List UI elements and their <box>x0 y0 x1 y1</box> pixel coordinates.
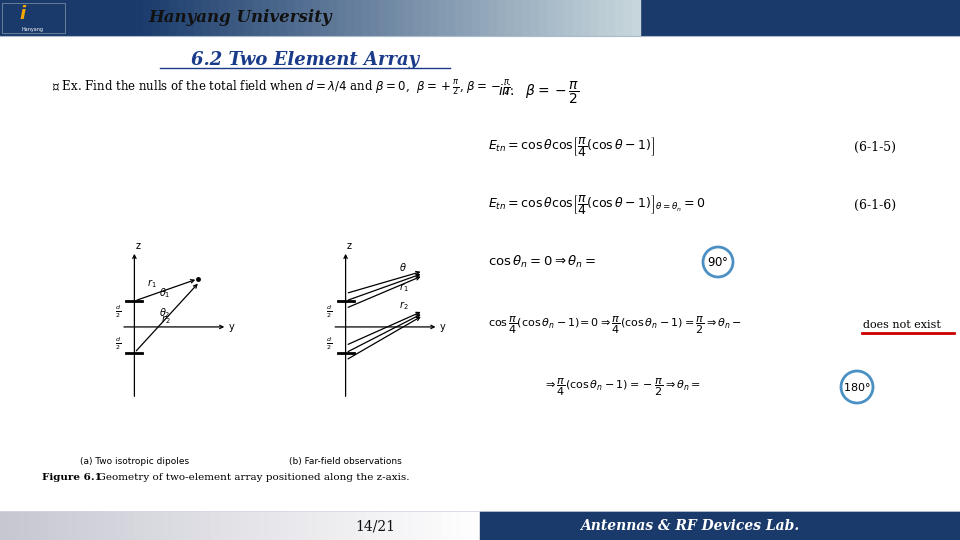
Text: Geometry of two-element array positioned along the z-axis.: Geometry of two-element array positioned… <box>91 474 410 483</box>
Text: $\cos\theta_n = 0 \Rightarrow \theta_n = $: $\cos\theta_n = 0 \Rightarrow \theta_n =… <box>488 254 596 270</box>
Text: $\theta$: $\theta$ <box>398 261 406 273</box>
Text: $\frac{d}{2}$: $\frac{d}{2}$ <box>115 303 121 320</box>
Text: (a) Two isotropic dipoles: (a) Two isotropic dipoles <box>80 457 189 466</box>
Text: Hanyang University: Hanyang University <box>148 10 331 26</box>
Text: Hanyang: Hanyang <box>22 28 44 32</box>
Text: (6-1-6): (6-1-6) <box>854 199 896 212</box>
Text: Figure 6.1: Figure 6.1 <box>42 474 102 483</box>
Text: 14/21: 14/21 <box>355 519 395 533</box>
Text: $\theta_2$: $\theta_2$ <box>159 306 171 320</box>
Text: (b) Far-field observations: (b) Far-field observations <box>289 457 402 466</box>
Text: $r_1$: $r_1$ <box>398 281 408 294</box>
FancyBboxPatch shape <box>2 3 65 33</box>
Text: $E_{tn} = \cos\theta\cos\!\left[\dfrac{\pi}{4}(\cos\theta - 1)\right]$: $E_{tn} = \cos\theta\cos\!\left[\dfrac{\… <box>488 135 655 159</box>
Text: $\Rightarrow \dfrac{\pi}{4}(\cos\theta_n - 1) = -\dfrac{\pi}{2}\Rightarrow \thet: $\Rightarrow \dfrac{\pi}{4}(\cos\theta_n… <box>543 376 701 398</box>
Text: $\theta_1$: $\theta_1$ <box>159 286 171 300</box>
Text: $iii.$  $\beta = -\dfrac{\pi}{2}$: $iii.$ $\beta = -\dfrac{\pi}{2}$ <box>498 80 579 106</box>
Text: $\frac{d}{2}$: $\frac{d}{2}$ <box>115 335 121 352</box>
Text: $180°$: $180°$ <box>843 381 871 393</box>
Text: $90°$: $90°$ <box>708 255 729 268</box>
Text: 6.2 Two Element Array: 6.2 Two Element Array <box>191 51 420 69</box>
Text: Antennas & RF Devices Lab.: Antennas & RF Devices Lab. <box>581 519 800 533</box>
Text: i: i <box>19 5 25 23</box>
Text: y: y <box>228 322 234 332</box>
Text: $r_2$: $r_2$ <box>161 313 171 326</box>
Text: z: z <box>347 241 351 251</box>
Text: $r_1$: $r_1$ <box>147 277 156 290</box>
Text: $\frac{d}{2}$: $\frac{d}{2}$ <box>326 303 332 320</box>
Text: $E_{tn} = \cos\theta\cos\!\left[\dfrac{\pi}{4}(\cos\theta - 1)\right]_{\theta=\t: $E_{tn} = \cos\theta\cos\!\left[\dfrac{\… <box>488 193 706 217</box>
Text: $\cos\dfrac{\pi}{4}(\cos\theta_n - 1)\! = 0 \Rightarrow\dfrac{\pi}{4}(\cos\theta: $\cos\dfrac{\pi}{4}(\cos\theta_n - 1)\! … <box>488 314 742 336</box>
Text: ※ Ex. Find the nulls of the total field when $d = \lambda/4$ and $\beta = 0$,  $: ※ Ex. Find the nulls of the total field … <box>52 78 515 98</box>
Text: does not exist: does not exist <box>863 320 941 330</box>
Text: z: z <box>135 241 140 251</box>
Text: (6-1-5): (6-1-5) <box>854 140 896 153</box>
Text: y: y <box>440 322 445 332</box>
Text: $\frac{d}{2}$: $\frac{d}{2}$ <box>326 335 332 352</box>
Text: $r_2$: $r_2$ <box>398 299 408 312</box>
